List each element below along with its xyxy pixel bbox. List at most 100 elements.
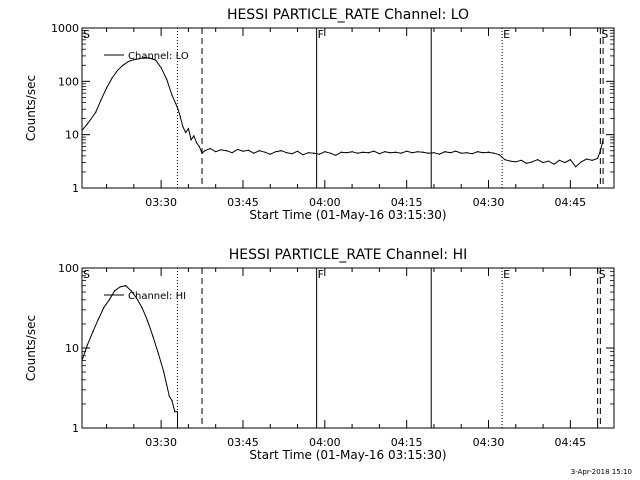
chart1-series-1-point [296,150,299,152]
chart1-x-tick-label: 03:45 [227,196,259,209]
footer-timestamp: 3-Apr-2018 15:10 [570,468,632,476]
chart1-series-1-point [81,129,83,132]
chart1-y-tick-label: 10 [65,129,79,142]
chart1-series-1-point [455,150,457,152]
chart1-series-1-point [575,166,577,168]
chart1-x-axis-label: Start Time (01-May-16 03:15:30) [249,208,446,222]
chart1-title: HESSI PARTICLE_RATE Channel: LO [227,7,469,23]
chart1-series-1-point [215,151,217,153]
chart2-legend-label: Channel: HI [128,291,186,302]
chart1-marker-label: F [318,28,324,41]
chart1-series-1-point [209,147,211,150]
chart2-marker-label: S [83,268,90,281]
chart1-series-1-point [416,151,419,153]
chart1-series-1-point [160,67,162,69]
chart1-series-1-point [220,149,222,151]
chart1-series-1-point [580,161,582,163]
chart2-series-1-point [157,353,159,355]
chart2-series-1-point [146,320,149,322]
chart1-series-1-point [193,135,195,137]
chart1-series-1-point [247,149,250,151]
chart1-series-1-point [526,162,528,164]
chart1-series-1-point [504,159,506,161]
chart1-series-1-point [384,151,386,153]
chart1-series-1-point [302,154,304,156]
chart1-series-1-point [225,150,228,152]
chart1-series-1-point [373,150,375,152]
chart2-marker-label: F [318,268,324,281]
chart1-series-1-point [389,152,391,154]
chart2-x-tick-label: 04:00 [309,436,341,449]
chart1-series-1-point [564,161,566,164]
chart2-series-1-point [130,290,132,292]
chart1-series-1-point [487,151,490,153]
chart2-series-1-point [174,411,176,413]
chart1-series-1-point [531,161,533,163]
chart1-series-1-point [269,153,271,155]
chart1-series-1-point [444,151,446,153]
chart1-series-1-point [537,159,539,161]
chart1-series-1-point [144,56,146,59]
chart1-y-tick-label: 1000 [51,22,79,35]
chart1-series-1-point [307,152,310,154]
chart1-x-tick-label: 03:30 [145,196,177,209]
chart2-marker-label: S [599,268,606,281]
chart1-series-1-point [149,57,151,59]
chart1-series-1-point [253,152,255,154]
chart2-series-1-point [135,297,138,299]
chart2-y-tick-label: 100 [58,262,79,275]
chart1-x-tick-label: 04:45 [554,196,586,209]
chart1-series-1-point [264,151,266,153]
chart1-series-1-point [449,152,451,154]
chart2-series-1-point [97,318,99,320]
chart1-series-1-point [133,59,135,61]
chart1-series-1-point [395,151,397,153]
chart1-series-1-point [406,150,408,152]
chart2-x-axis-label: Start Time (01-May-16 03:15:30) [249,448,446,462]
chart1-series-1-point [195,142,198,144]
chart1-series-1-point [313,152,315,154]
chart1-series-1-point [291,153,293,155]
chart1-series-1-point [498,154,501,156]
chart2-x-tick-label: 03:45 [227,436,259,449]
chart1-series-1-point [179,115,181,118]
chart1-series-1-point [187,127,189,130]
chart1-series-1-point [122,64,124,66]
chart2-x-tick-label: 03:30 [145,436,177,449]
chart1-series-1-point [346,152,348,154]
chart1-series-1-line [81,56,604,168]
chart1-series-1-point [427,152,430,154]
chart2-series-1-point [141,306,143,309]
chart2-series-1-point [81,359,83,361]
chart1-legend-label: Channel: LO [128,51,189,62]
chart1-series-1-point [553,163,555,165]
chart2-series-1-point [119,286,121,288]
chart2-series-1-point [125,285,127,287]
chart1-series-1-point [100,99,102,101]
chart1-y-tick-label: 100 [58,75,79,88]
chart2-series-1-point [176,427,179,429]
chart1-series-1-point [438,153,440,155]
chart1-x-tick-label: 04:30 [473,196,505,209]
chart1-series-1-point [493,152,495,154]
chart2-series-1-point [92,331,94,333]
chart1-series-1-point [286,152,288,154]
chart2-x-tick-label: 04:30 [473,436,505,449]
chart1-series-1-point [362,151,364,153]
chart1-series-1-point [138,58,140,60]
chart1-series-1-point [547,160,550,162]
chart1-series-1-point [411,152,413,154]
chart1-series-1-point [176,107,179,109]
chart1-series-1-point [275,151,277,153]
chart2-series-1-point [163,371,165,373]
chart2-y-axis-label: Counts/sec [24,315,38,381]
chart1-series-1-point [400,152,402,154]
chart1-series-1-point [116,69,119,72]
chart1-series-1-point [520,159,522,161]
chart1-series-1-point [324,151,326,153]
chart2-series-1-point [103,306,105,309]
chart1-series-1-point [482,152,484,154]
chart1-series-1-point [471,153,473,155]
chart1-series-1-point [378,153,380,155]
